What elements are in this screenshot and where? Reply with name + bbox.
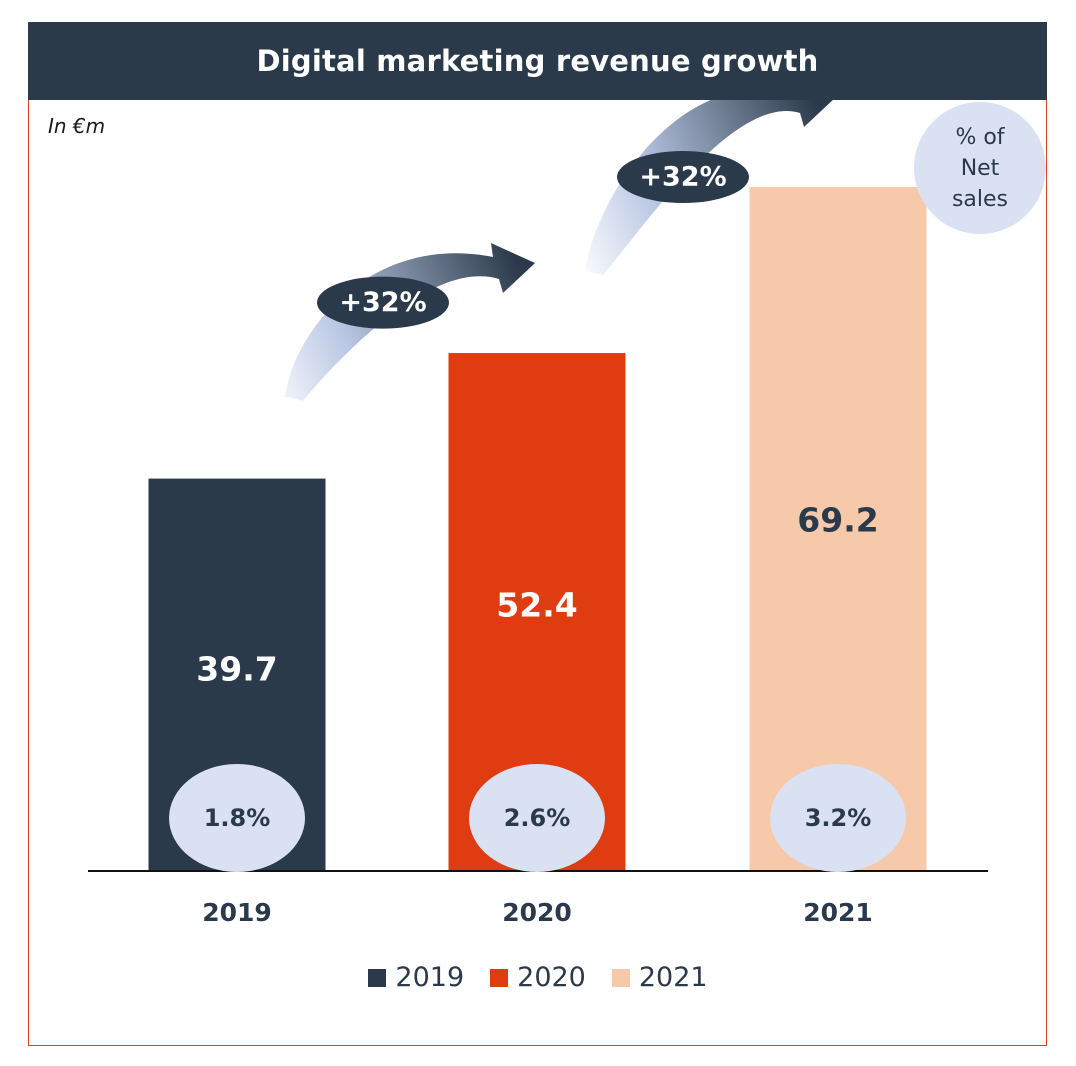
value-label-2021: 69.2 bbox=[797, 501, 878, 540]
value-label-2020: 52.4 bbox=[496, 585, 577, 624]
value-label-2019: 39.7 bbox=[196, 649, 277, 688]
share-bubble-2019 bbox=[169, 764, 305, 872]
unit-label: In €m bbox=[48, 114, 106, 138]
growth-label-2: +32% bbox=[639, 162, 726, 193]
legend-item-2020: 2020 bbox=[490, 962, 586, 993]
legend-item-2021: 2021 bbox=[611, 962, 708, 993]
growth-label-1: +32% bbox=[339, 287, 426, 318]
share-label-2021: 3.2% bbox=[805, 804, 872, 832]
legend-swatch-2021 bbox=[611, 968, 630, 987]
growth-badge-1 bbox=[317, 276, 449, 329]
legend-label-2021: 2021 bbox=[638, 962, 708, 993]
x-tick-label-2019: 2019 bbox=[202, 898, 272, 927]
legend-item-2019: 2019 bbox=[368, 962, 464, 993]
share-bubble-2020 bbox=[469, 764, 605, 872]
growth-arrow-1 bbox=[285, 243, 535, 401]
growth-badge-2 bbox=[617, 151, 749, 204]
share-label-2020: 2.6% bbox=[504, 804, 571, 832]
legend: 2019 2020 2021 bbox=[0, 962, 1076, 993]
x-tick-label-2021: 2021 bbox=[803, 898, 873, 927]
x-tick-label-2020: 2020 bbox=[502, 898, 572, 927]
legend-swatch-2019 bbox=[368, 968, 387, 987]
share-label-2019: 1.8% bbox=[204, 804, 271, 832]
legend-label-2020: 2020 bbox=[517, 962, 586, 993]
chart-title: Digital marketing revenue growth bbox=[28, 22, 1047, 100]
net-sales-share-legend-bubble: % of Net sales bbox=[914, 102, 1046, 234]
legend-label-2019: 2019 bbox=[395, 962, 465, 993]
legend-swatch-2020 bbox=[490, 968, 509, 987]
bar-2021 bbox=[749, 186, 927, 871]
share-bubble-2021 bbox=[770, 764, 906, 872]
